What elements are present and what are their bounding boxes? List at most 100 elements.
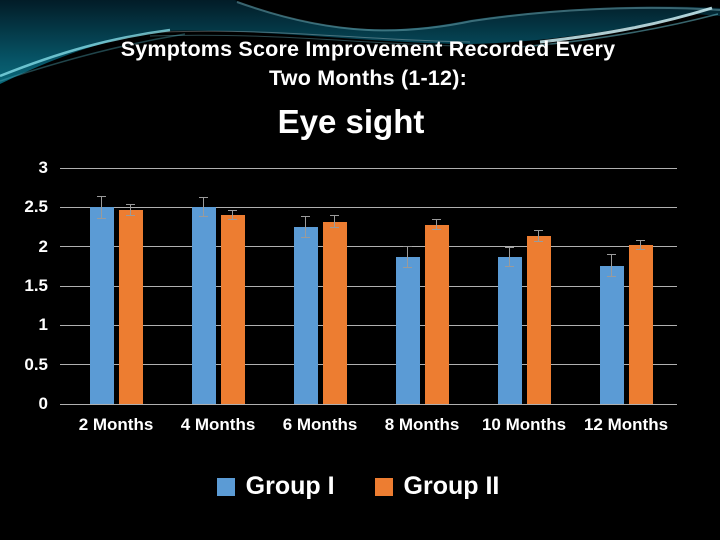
banner-streak [159, 30, 471, 43]
y-axis-tick-label: 0 [38, 394, 48, 413]
banner-streak [519, 13, 719, 48]
gridline [65, 364, 677, 366]
error-bar-cap [126, 214, 135, 216]
bar-group-i-12-months [599, 265, 624, 404]
bar-group-i-10-months [497, 256, 522, 404]
gridline [65, 403, 677, 405]
legend-item-group-ii: Group II [374, 472, 500, 501]
error-bar-cap [199, 197, 208, 199]
error-bar-cap [97, 217, 106, 219]
error-bar-cap [330, 226, 339, 228]
banner-streak [0, 28, 171, 78]
error-bar-cap [403, 246, 412, 248]
axis-tick [60, 206, 65, 208]
axis-tick [60, 167, 65, 169]
slide-title-line2: Two Months (1-12): [269, 66, 467, 90]
bar-group-ii-10-months [526, 236, 551, 404]
y-axis-tick-label: 2.5 [24, 197, 48, 217]
axis-tick [60, 364, 65, 366]
axis-tick [60, 324, 65, 326]
error-bar-cap [534, 230, 543, 232]
axis-tick [60, 403, 65, 405]
y-axis-tick-label: 1.5 [24, 276, 48, 295]
gridline [65, 246, 677, 248]
y-axis-tick-label: 3 [38, 158, 48, 177]
error-bar [611, 254, 612, 277]
error-bar [101, 196, 102, 219]
bar-group-ii-8-months [424, 224, 449, 404]
error-bar-cap [228, 209, 237, 211]
y-axis: 0 0.5 1 1.5 2 2.5 3 [0, 0, 48, 540]
error-bar-cap [330, 215, 339, 217]
error-bar [436, 219, 437, 230]
error-bar-cap [505, 246, 514, 248]
bar-group-i-2-months [89, 207, 114, 404]
error-bar [538, 230, 539, 242]
axis-tick [60, 285, 65, 287]
bar-group-i-8-months [395, 256, 420, 404]
error-bar-cap [126, 203, 135, 205]
error-bar-cap [607, 276, 616, 278]
gridline [65, 324, 677, 326]
x-axis-category-label: 8 Months [384, 415, 460, 434]
chart-title: Eye sight [277, 103, 425, 140]
error-bar [305, 216, 306, 238]
error-bar-cap [403, 266, 412, 268]
legend-color-swatch-group-ii [374, 477, 393, 496]
error-bar-cap [301, 236, 310, 238]
gridline [65, 206, 677, 208]
banner-bottom-swoosh [0, 14, 720, 132]
bar-group-ii-12-months [628, 245, 653, 404]
legend-item-group-i: Group I [216, 472, 335, 501]
banner-wave-graphic [0, 0, 720, 132]
slide-title-line1: Symptoms Score Improvement Recorded Ever… [120, 37, 616, 61]
error-bar [334, 215, 335, 227]
x-axis-category-label: 6 Months [282, 415, 358, 434]
banner-streak [0, 33, 186, 82]
x-axis-category-label: 4 Months [180, 415, 256, 434]
bar-group-ii-6-months [322, 221, 347, 404]
gridline [65, 285, 677, 287]
banner-streak [149, 34, 463, 47]
error-bar-cap [636, 249, 645, 251]
error-bar-cap [301, 216, 310, 218]
slide-title: Symptoms Score Improvement Recorded Ever… [0, 35, 720, 93]
y-axis-tick-label: 2 [38, 236, 48, 256]
error-bar-cap [97, 195, 106, 197]
bar-group-ii-4-months [220, 215, 245, 404]
error-bar [407, 246, 408, 268]
y-axis-tick-label: 0.5 [24, 354, 48, 374]
x-axis-category-label: 10 Months [481, 415, 567, 434]
error-bar-cap [432, 228, 441, 230]
banner-top-swoosh [235, 0, 720, 30]
banner-streak [236, 1, 720, 32]
chart-legend: Group I Group II [0, 472, 716, 501]
legend-label: Group II [403, 472, 500, 500]
error-bar-cap [199, 216, 208, 218]
error-bar-cap [432, 219, 441, 221]
gridline [65, 167, 677, 169]
error-bar [203, 197, 204, 217]
error-bar-cap [505, 265, 514, 267]
bar-group-i-6-months [293, 227, 318, 404]
error-bar-cap [607, 254, 616, 256]
axis-tick [60, 246, 65, 248]
bar-group-i-4-months [191, 207, 216, 404]
x-axis: 2 Months 4 Months 6 Months 8 Months 10 Month… [65, 415, 677, 441]
error-bar [130, 204, 131, 216]
legend-color-swatch-group-i [216, 477, 235, 496]
banner-streak [539, 6, 713, 44]
error-bar [640, 240, 641, 250]
error-bar-cap [228, 219, 237, 221]
error-bar-cap [636, 239, 645, 241]
y-axis-tick-label: 1 [38, 315, 48, 335]
legend-label: Group I [245, 472, 335, 500]
x-axis-category-label: 2 Months [78, 415, 154, 434]
plot-area [60, 167, 677, 405]
bar-group-ii-2-months [118, 209, 143, 404]
x-axis-category-label: 12 Months [583, 415, 669, 434]
error-bar-cap [534, 241, 543, 243]
error-bar [509, 247, 510, 267]
error-bar [232, 210, 233, 220]
